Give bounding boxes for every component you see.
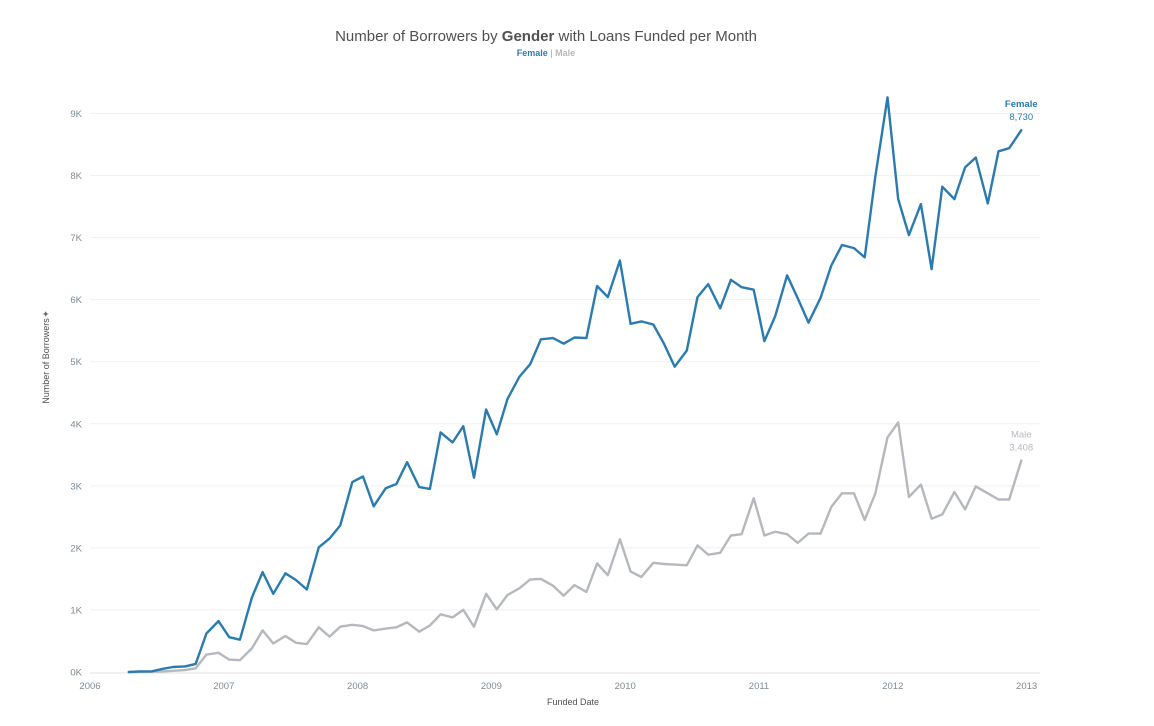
x-tick-label: 2008 xyxy=(347,681,368,692)
x-axis-ticks: 2006 2007 2008 2009 2010 2011 2012 2013 xyxy=(79,681,1037,692)
legend-separator: | xyxy=(548,48,555,58)
y-axis-title: Number of Borrowers xyxy=(41,318,51,404)
series-line-male[interactable] xyxy=(127,421,1023,674)
chart-title-prefix: Number of Borrowers by xyxy=(335,28,502,45)
y-tick-label: 5K xyxy=(70,357,82,368)
series-line-female[interactable] xyxy=(127,96,1023,674)
gridlines xyxy=(90,112,1040,611)
end-label-male: Male xyxy=(1011,429,1032,440)
y-tick-label: 0K xyxy=(70,668,82,679)
x-axis-title: Funded Date xyxy=(547,697,599,707)
legend: Female | Male xyxy=(517,48,575,58)
x-tick-label: 2011 xyxy=(749,681,769,692)
x-tick-label: 2006 xyxy=(79,681,100,692)
x-tick-label: 2010 xyxy=(615,681,636,692)
chart-title-bold: Gender xyxy=(502,28,555,45)
y-tick-label: 3K xyxy=(70,481,82,492)
y-tick-label: 4K xyxy=(70,419,82,430)
x-tick-label: 2009 xyxy=(481,681,502,692)
y-tick-label: 8K xyxy=(70,171,82,182)
y-tick-label: 2K xyxy=(70,543,82,554)
y-axis-pin-icon[interactable]: ✦ xyxy=(41,310,51,318)
y-axis-ticks: 0K 1K 2K 3K 4K 5K 6K 7K 8K 9K xyxy=(70,109,82,679)
end-value-female: 8,730 xyxy=(1009,112,1033,123)
y-tick-label: 1K xyxy=(70,605,82,616)
legend-female[interactable]: Female xyxy=(517,48,548,58)
end-label-female: Female xyxy=(1005,99,1038,110)
y-tick-label: 9K xyxy=(70,109,82,120)
chart-title: Number of Borrowers by Gender with Loans… xyxy=(335,28,757,45)
end-labels: Male 3,408 Female 8,730 xyxy=(1005,99,1038,453)
series-layer xyxy=(127,96,1023,674)
end-value-male: 3,408 xyxy=(1009,442,1033,453)
y-tick-label: 6K xyxy=(70,295,82,306)
chart-title-suffix: with Loans Funded per Month xyxy=(554,28,757,45)
y-tick-label: 7K xyxy=(70,233,82,244)
x-tick-label: 2007 xyxy=(213,681,234,692)
x-tick-label: 2013 xyxy=(1016,681,1037,692)
x-tick-label: 2012 xyxy=(882,681,903,692)
legend-male[interactable]: Male xyxy=(555,48,575,58)
